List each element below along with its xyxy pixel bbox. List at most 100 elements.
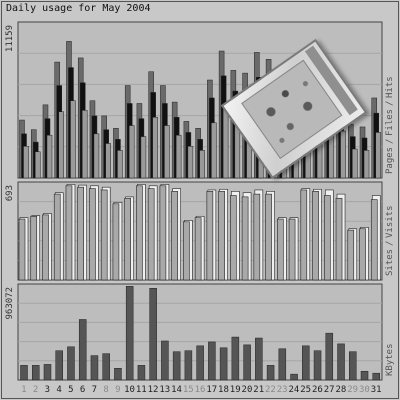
- x-tick-label: 4: [56, 385, 61, 395]
- x-tick-label: 24: [289, 385, 300, 395]
- x-tick-label: 30: [359, 385, 370, 395]
- bar-sites: [288, 218, 296, 281]
- x-tick-label: 17: [206, 385, 217, 395]
- bar-sites: [230, 195, 237, 281]
- bar-kbytes: [219, 347, 228, 381]
- bar-sites: [206, 191, 214, 281]
- x-tick-label: 7: [92, 385, 97, 395]
- bar-kbytes: [325, 332, 334, 381]
- x-tick-label: 29: [347, 385, 358, 395]
- x-tick-label: 1: [21, 385, 26, 395]
- y-series-label: Sites: [385, 249, 395, 276]
- bar-sites: [218, 191, 225, 281]
- bar-kbytes: [137, 365, 146, 381]
- bar-pages: [375, 132, 382, 179]
- y-series-label: Visits: [385, 205, 395, 238]
- x-tick-label: 28: [335, 385, 346, 395]
- bar-kbytes: [149, 288, 157, 381]
- x-tick-label: 16: [195, 385, 206, 395]
- bar-kbytes: [125, 286, 134, 381]
- bar-pages: [81, 110, 88, 179]
- y-label-separator: /: [385, 139, 395, 144]
- bar-kbytes: [55, 350, 63, 381]
- bar-sites: [89, 188, 96, 281]
- bar-kbytes: [114, 368, 122, 381]
- bar-kbytes: [78, 319, 87, 381]
- bar-sites: [112, 203, 120, 281]
- y-series-label: Hits: [385, 76, 395, 98]
- bar-sites: [253, 193, 261, 281]
- bar-pages: [340, 130, 346, 179]
- x-tick-label: 8: [103, 385, 108, 395]
- bar-sites: [277, 218, 284, 281]
- bar-pages: [93, 133, 100, 179]
- bar-sites: [194, 217, 202, 281]
- bar-kbytes: [290, 373, 298, 381]
- x-tick-label: 11: [136, 385, 147, 395]
- bar-sites: [241, 196, 249, 281]
- bar-kbytes: [231, 336, 240, 381]
- bar-pages: [34, 151, 41, 179]
- bar-pages: [352, 148, 358, 179]
- x-tick-label: 15: [183, 385, 194, 395]
- x-tick-label: 25: [300, 385, 311, 395]
- bar-sites: [53, 193, 61, 281]
- x-tick-label: 31: [371, 385, 382, 395]
- x-tick-label: 6: [80, 385, 85, 395]
- bar-pages: [187, 146, 194, 179]
- x-tick-label: 10: [124, 385, 135, 395]
- bar-pages: [23, 146, 29, 179]
- y-series-label: Pages: [385, 147, 395, 174]
- x-tick-label: 9: [115, 385, 120, 395]
- bar-pages: [222, 105, 229, 179]
- bar-pages: [105, 143, 111, 179]
- x-tick-label: 12: [148, 385, 159, 395]
- bar-pages: [175, 134, 182, 179]
- bar-sites: [359, 228, 366, 281]
- bar-pages: [128, 125, 135, 179]
- y-label-separator: /: [385, 241, 395, 246]
- bar-kbytes: [67, 346, 75, 381]
- y-max-label: 11159: [5, 25, 15, 52]
- bar-pages: [211, 122, 217, 179]
- bar-sites: [312, 191, 319, 281]
- bar-kbytes: [255, 337, 263, 381]
- bar-pages: [70, 100, 76, 179]
- x-tick-label: 27: [324, 385, 335, 395]
- bar-kbytes: [266, 365, 275, 381]
- bar-sites: [147, 188, 155, 281]
- bar-sites: [124, 197, 131, 281]
- bar-kbytes: [196, 345, 204, 381]
- bar-sites: [335, 197, 343, 281]
- bar-pages: [58, 111, 64, 179]
- bar-pages: [199, 150, 205, 179]
- bar-kbytes: [20, 365, 28, 381]
- x-tick-label: 22: [265, 385, 276, 395]
- bar-sites: [18, 218, 26, 281]
- bar-kbytes: [302, 345, 310, 381]
- y-series-label: Files: [385, 109, 395, 136]
- y-max-label: 963072: [5, 287, 15, 320]
- bar-sites: [171, 191, 178, 281]
- bar-kbytes: [208, 341, 216, 381]
- bar-sites: [100, 189, 108, 281]
- bar-kbytes: [372, 372, 381, 381]
- bar-kbytes: [313, 350, 322, 381]
- bar-kbytes: [161, 340, 169, 381]
- bar-sites: [65, 185, 73, 281]
- x-tick-label: 2: [33, 385, 38, 395]
- x-tick-label: 23: [277, 385, 288, 395]
- bar-pages: [140, 136, 147, 179]
- bar-sites: [265, 193, 272, 281]
- y-label-separator: /: [385, 101, 395, 106]
- bar-sites: [136, 185, 143, 281]
- bar-pages: [164, 125, 170, 179]
- bar-kbytes: [31, 365, 40, 381]
- x-tick-label: 5: [68, 385, 73, 395]
- bar-kbytes: [43, 364, 52, 381]
- bar-kbytes: [278, 348, 287, 381]
- bar-pages: [152, 117, 158, 179]
- bar-pages: [46, 134, 53, 179]
